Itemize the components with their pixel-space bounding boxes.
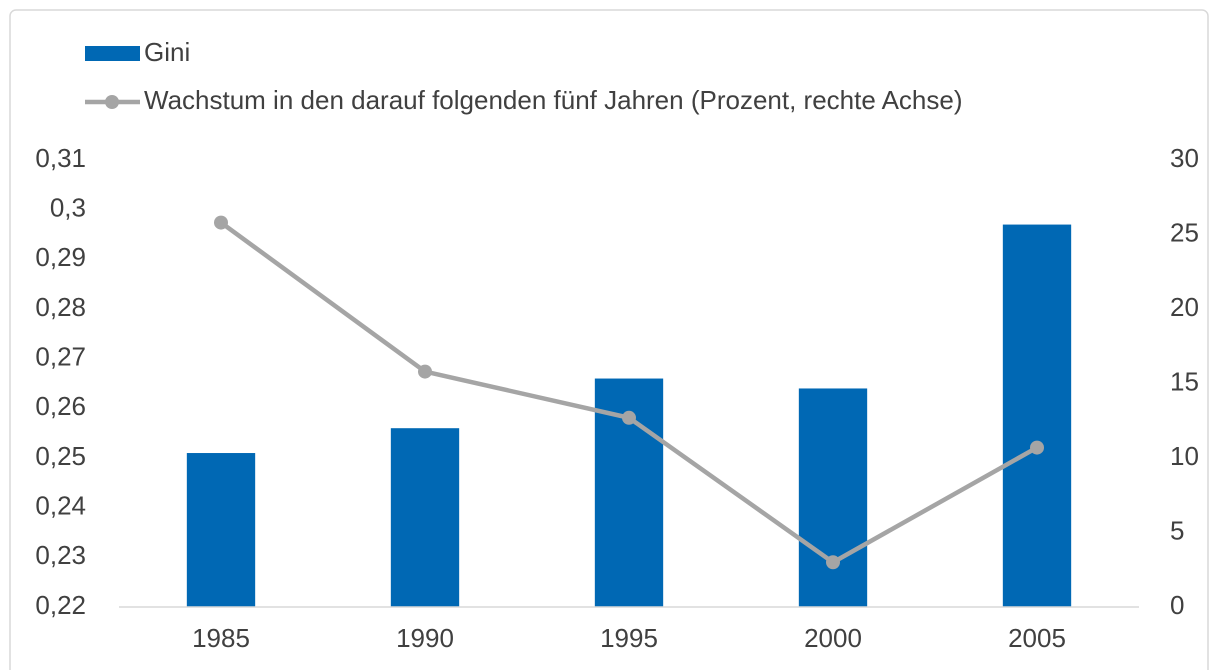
y-tick-label: 0,23 (35, 540, 86, 570)
y2-tick-label: 15 (1170, 366, 1199, 396)
y-tick-label: 0,22 (35, 590, 86, 620)
x-tick-label: 1990 (396, 623, 454, 653)
bar (1002, 224, 1072, 608)
line-point (1030, 440, 1044, 455)
y2-tick-label: 25 (1170, 217, 1199, 247)
x-tick-label: 2005 (1008, 623, 1066, 653)
y2-tick-label: 5 (1170, 515, 1184, 545)
y2-tick-label: 30 (1170, 143, 1199, 173)
x-tick-label: 1985 (192, 623, 250, 653)
legend-swatch-point (105, 95, 119, 109)
y-tick-label: 0,28 (35, 292, 86, 322)
bar (798, 388, 868, 607)
y-tick-label: 0,26 (35, 391, 86, 421)
legend-swatch (85, 46, 140, 61)
line-point (214, 215, 228, 230)
y2-tick-label: 10 (1170, 441, 1199, 471)
y-tick-label: 0,31 (35, 143, 86, 173)
chart-border (9, 9, 1209, 670)
line-point (418, 364, 432, 379)
legend-label: Wachstum in den darauf folgenden fünf Ja… (144, 85, 963, 115)
x-tick-label: 2000 (804, 623, 862, 653)
bar (186, 453, 256, 607)
legend-label: Gini (144, 37, 190, 67)
y-tick-label: 0,25 (35, 441, 86, 471)
y-tick-label: 0,3 (50, 193, 86, 223)
bar (390, 428, 460, 607)
line-point (622, 410, 636, 425)
y2-tick-label: 0 (1170, 590, 1184, 620)
y2-tick-label: 20 (1170, 292, 1199, 322)
y-tick-label: 0,29 (35, 242, 86, 272)
line-point (826, 555, 840, 570)
x-tick-label: 1995 (600, 623, 658, 653)
y-tick-label: 0,24 (35, 491, 86, 521)
y-tick-label: 0,27 (35, 342, 86, 372)
